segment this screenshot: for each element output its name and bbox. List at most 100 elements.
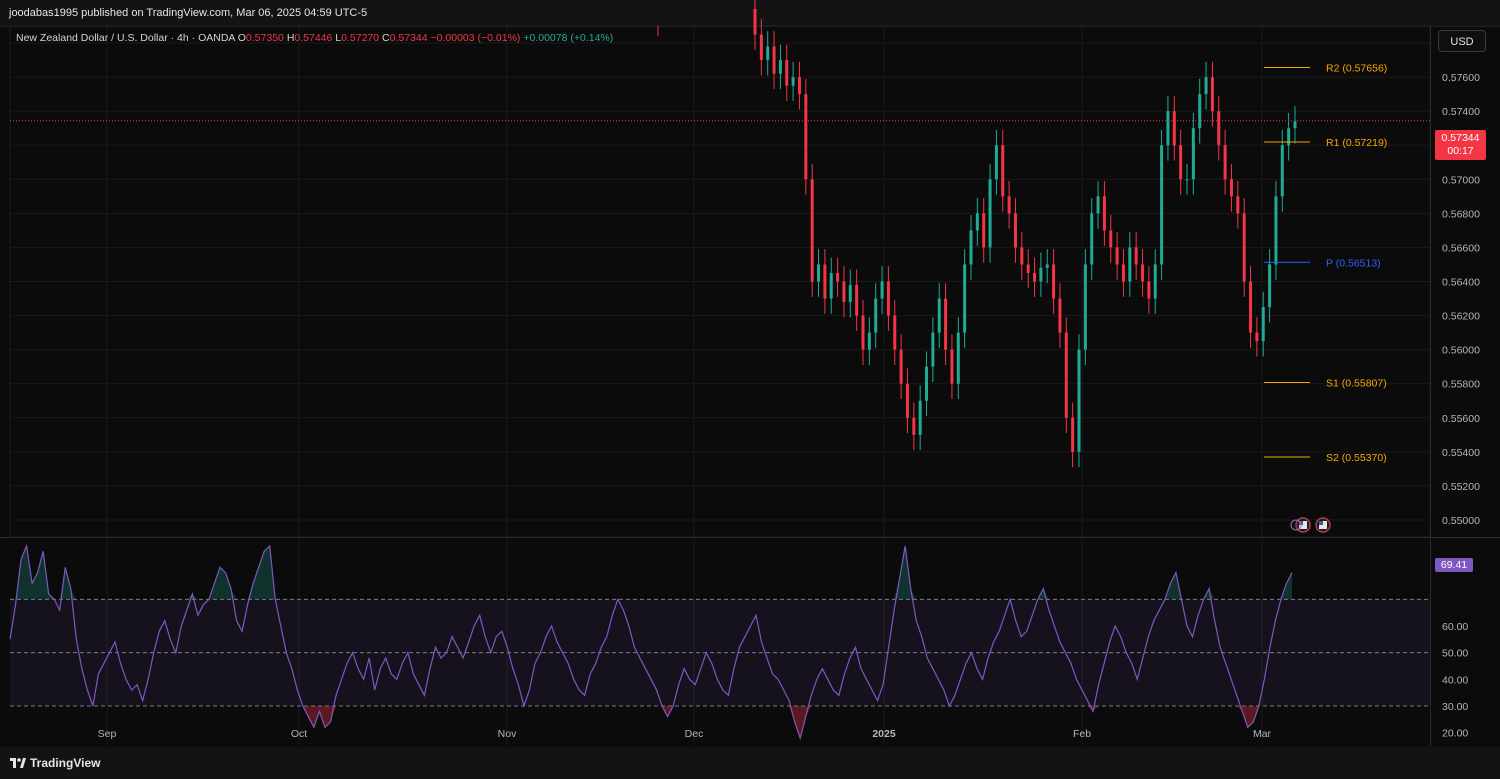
bar-countdown: 00:17 <box>1447 145 1474 157</box>
candle-body <box>1274 196 1278 265</box>
rsi-overbought-fill <box>37 551 44 600</box>
candle-body <box>1077 349 1081 452</box>
legend-high-value: 0.57446 <box>294 32 333 44</box>
candle-body <box>855 284 859 316</box>
rsi-oversold-fill <box>805 706 812 717</box>
time-axis-label: Dec <box>685 728 704 740</box>
candle-body <box>969 230 973 265</box>
candle-body <box>1001 145 1005 197</box>
rsi-overbought-fill <box>264 546 270 600</box>
candle-body <box>759 34 763 61</box>
candle-body <box>893 315 897 350</box>
rsi-overbought-fill <box>1043 588 1049 600</box>
candle-body <box>848 284 852 302</box>
candle-body <box>1058 298 1062 333</box>
candle-body <box>1020 247 1024 265</box>
rsi-oversold-fill <box>1247 706 1254 728</box>
candle-body <box>1052 264 1056 299</box>
currency-button[interactable]: USD <box>1438 30 1486 52</box>
pivot-level-label: R2 (0.57656) <box>1326 63 1387 75</box>
time-axis: Sep Oct Nov Dec 2025 Feb Mar <box>98 728 1272 740</box>
rsi-value-tag: 69.41 <box>1435 558 1473 572</box>
rsi-oversold-fill <box>330 706 337 722</box>
candle-body <box>1204 77 1208 95</box>
candle-body <box>804 94 808 180</box>
pivot-level-label: S1 (0.55807) <box>1326 378 1387 390</box>
rsi-tick-label: 60.00 <box>1442 621 1468 633</box>
candle-body <box>1185 179 1189 181</box>
price-tick-label: 0.57600 <box>1442 72 1480 84</box>
rsi-overbought-fill <box>32 572 38 600</box>
time-axis-label: Mar <box>1253 728 1272 740</box>
legend-open-label: O <box>237 32 246 44</box>
time-axis-label: Oct <box>291 728 307 740</box>
candle-body <box>937 298 941 333</box>
candle-body <box>1121 264 1125 282</box>
candle-body <box>1128 247 1132 282</box>
rsi-oversold-fill <box>794 706 801 738</box>
time-axis-label: Nov <box>498 728 517 740</box>
rsi-oversold-fill <box>308 706 314 728</box>
rsi-overbought-fill <box>225 572 232 600</box>
candle-body <box>791 77 795 86</box>
legend-change-2: +0.00078 (+0.14%) <box>523 32 614 44</box>
time-axis-label: Sep <box>98 728 117 740</box>
candle-body <box>1109 230 1113 248</box>
price-tick-label: 0.56200 <box>1442 311 1480 323</box>
candle-body <box>931 332 935 367</box>
candle-body <box>874 298 878 333</box>
rsi-overbought-fill <box>219 567 226 600</box>
price-tick-label: 0.55400 <box>1442 447 1480 459</box>
candle-body <box>1280 145 1284 197</box>
price-tick-label: 0.57400 <box>1442 106 1480 118</box>
price-tick-label: 0.56000 <box>1442 345 1480 357</box>
candle-body <box>823 264 827 299</box>
candle-body <box>982 213 986 248</box>
price-tick-label: 0.55000 <box>1442 515 1480 527</box>
candle-body <box>880 281 884 299</box>
candle-body <box>1064 332 1068 418</box>
rsi-panel <box>9 543 1430 741</box>
legend-low-label: L <box>335 32 342 44</box>
current-price-value: 0.57344 <box>1441 132 1480 144</box>
candle-body <box>829 272 833 299</box>
candle-body <box>905 383 909 418</box>
candle-body <box>836 272 840 282</box>
candle-body <box>1255 332 1259 342</box>
candle-body <box>912 417 916 435</box>
rsi-overbought-fill <box>214 567 220 600</box>
candle-body <box>1242 213 1246 282</box>
grid-lines <box>0 25 1500 746</box>
candle-body <box>753 8 757 35</box>
candle-body <box>861 315 865 350</box>
candle-body <box>1198 94 1202 129</box>
candle-body <box>994 145 998 180</box>
price-tick-label: 0.57000 <box>1442 174 1480 186</box>
candle-body <box>772 46 776 74</box>
legend-high-label: H <box>286 32 295 44</box>
candle-body <box>1160 145 1164 265</box>
candle-body <box>988 179 992 248</box>
price-tick-label: 0.55200 <box>1442 481 1480 493</box>
candle-body <box>963 264 967 333</box>
legend-change: −0.00003 (−0.01%) <box>430 32 521 44</box>
rsi-tick-label: 40.00 <box>1442 674 1468 686</box>
tradingview-logo[interactable]: TradingView <box>10 755 120 771</box>
rsi-overbought-fill <box>253 567 259 600</box>
candle-body <box>1115 247 1119 265</box>
rsi-oversold-fill <box>324 706 331 728</box>
candle-body <box>1096 196 1100 214</box>
candle-body <box>1045 264 1049 268</box>
pivot-level-label: P (0.56513) <box>1326 257 1381 269</box>
candle-body <box>867 332 871 350</box>
candle-body <box>1229 179 1233 197</box>
publisher-line: joodabas1995 published on TradingView.co… <box>9 7 368 19</box>
rsi-overbought-fill <box>1286 572 1292 600</box>
footer-brand: TradingView <box>30 756 101 770</box>
candle-body <box>817 264 821 282</box>
rsi-overbought-fill <box>1170 572 1176 600</box>
legend-low-value: 0.57270 <box>341 32 380 44</box>
time-axis-label: Feb <box>1073 728 1091 740</box>
legend-open-value: 0.57350 <box>245 32 284 44</box>
